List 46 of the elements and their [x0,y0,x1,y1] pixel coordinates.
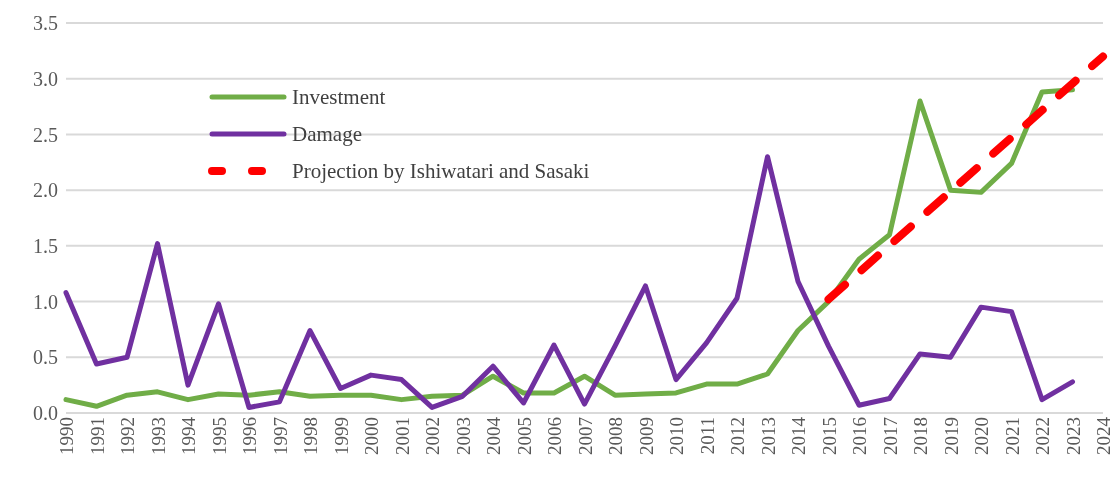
y-tick-label: 1.5 [33,234,58,257]
y-tick-label: 1.0 [33,290,58,313]
y-tick-label: 0.0 [33,402,58,425]
x-tick-label: 2004 [483,416,505,455]
x-tick-label: 2017 [879,417,901,455]
x-tick-label: 2010 [666,417,688,455]
legend-label: Investment [292,83,386,111]
legend-label: Damage [292,120,362,148]
x-tick-label: 2007 [574,417,596,455]
legend-label: Projection by Ishiwatari and Sasaki [292,157,590,185]
x-tick-label: 2024 [1093,416,1115,455]
x-tick-label: 2011 [696,417,718,455]
x-tick-label: 2013 [757,417,779,455]
x-tick-label: 2012 [727,417,749,455]
y-tick-label: 3.5 [33,12,58,35]
x-tick-label: 2009 [635,417,657,455]
x-tick-label: 2020 [971,417,993,455]
x-tick-label: 1992 [117,417,139,455]
x-tick-label: 1995 [208,417,230,455]
x-tick-label: 2000 [361,417,383,455]
x-tick-label: 2003 [452,417,474,455]
x-tick-label: 2015 [818,417,840,455]
x-tick-label: 2014 [788,416,810,455]
x-tick-label: 1991 [86,417,108,455]
x-tick-label: 2016 [849,417,871,455]
x-tick-label: 2021 [1001,417,1023,455]
y-tick-label: 3.0 [33,67,58,90]
x-tick-label: 1993 [147,417,169,455]
x-tick-label: 2002 [422,417,444,455]
x-tick-label: 2018 [910,417,932,455]
x-tick-label: 1990 [56,417,78,455]
y-tick-label: 0.5 [33,346,58,369]
x-tick-label: 1996 [239,417,261,455]
x-tick-label: 2022 [1032,417,1054,455]
y-tick-label: 2.5 [33,123,58,146]
x-tick-label: 2019 [940,417,962,455]
x-tick-label: 2023 [1062,417,1084,455]
x-tick-label: 1994 [178,416,200,455]
x-tick-label: 1999 [330,417,352,455]
x-tick-label: 2005 [513,417,535,455]
x-tick-label: 2008 [605,417,627,455]
x-tick-label: 2001 [391,417,413,455]
x-tick-label: 1997 [269,417,291,455]
y-tick-label: 2.0 [33,179,58,202]
x-tick-label: 2006 [544,417,566,455]
x-tick-label: 1998 [300,417,322,455]
